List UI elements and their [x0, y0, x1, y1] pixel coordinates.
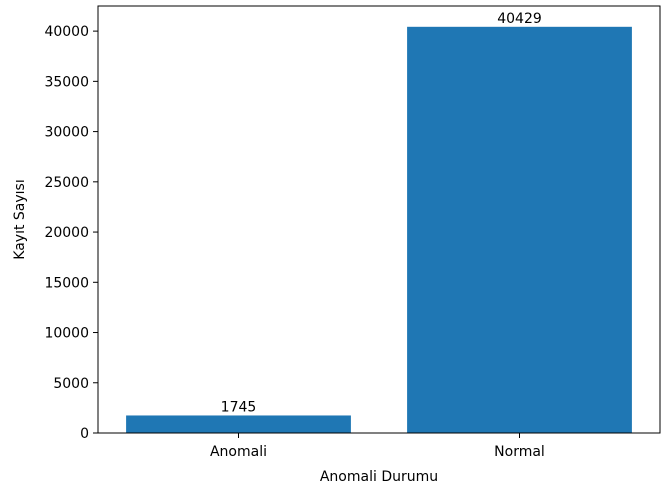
y-tick-label: 0	[80, 426, 89, 442]
plot-frame	[97, 5, 661, 434]
y-tick-label: 40000	[44, 24, 89, 40]
y-tick-label: 30000	[44, 125, 89, 141]
data-label-normal: 40429	[497, 11, 542, 27]
data-labels-layer: 1745 40429	[221, 11, 542, 416]
y-tick-label: 20000	[44, 225, 89, 241]
y-tick-label: 10000	[44, 326, 89, 342]
x-tick-label-anomali: Anomali	[210, 444, 267, 460]
x-tick-label-normal: Normal	[494, 444, 545, 460]
y-axis-label: Kayıt Sayısı	[12, 179, 28, 259]
data-label-anomali: 1745	[221, 399, 257, 415]
bar-anomali	[126, 415, 351, 433]
bar-normal	[407, 26, 632, 433]
x-axis: Anomali Normal	[210, 433, 545, 460]
x-axis-label: Anomali Durumu	[320, 469, 438, 485]
y-tick-label: 25000	[44, 175, 89, 191]
bars-layer	[126, 26, 632, 433]
y-axis: 0 5000 10000 15000 20000 25000 30000 35000 40000	[44, 24, 98, 442]
y-tick-label: 5000	[53, 376, 89, 392]
y-tick-label: 35000	[44, 74, 89, 90]
y-tick-label: 15000	[44, 275, 89, 291]
